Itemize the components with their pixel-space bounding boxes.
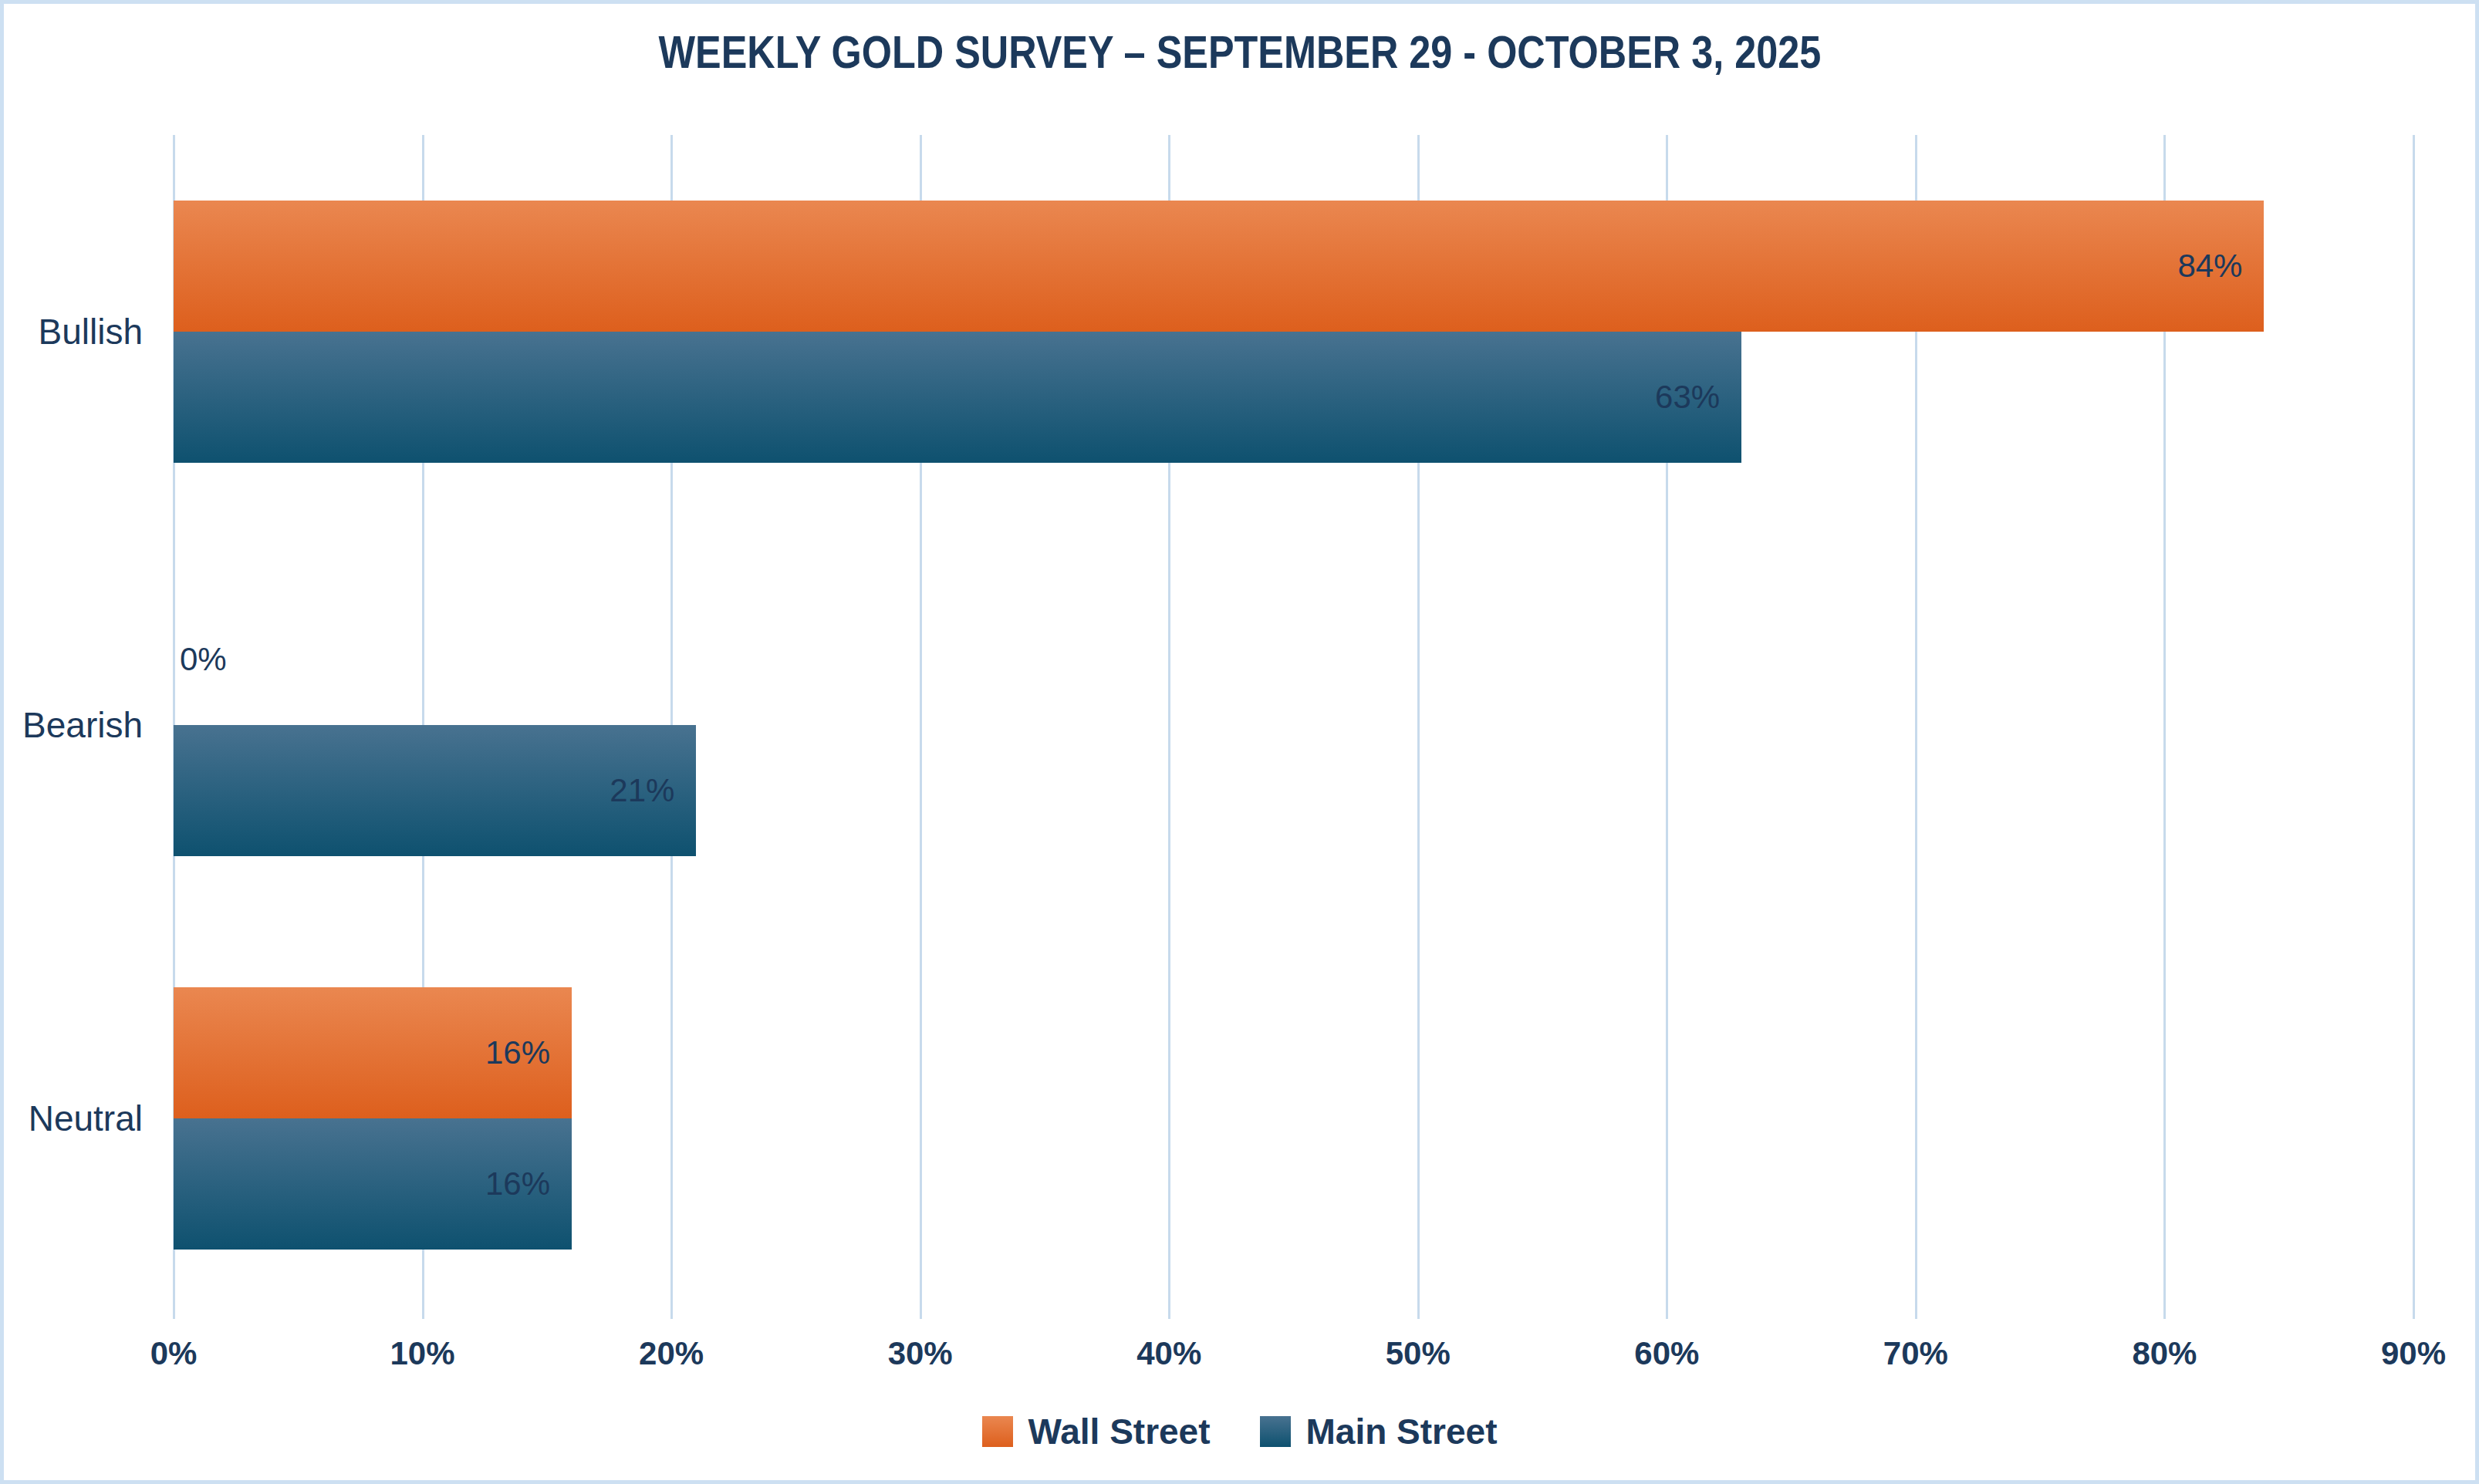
value-label-main-street-neutral: 16% [485,1165,550,1202]
chart-frame: WEEKLY GOLD SURVEY – SEPTEMBER 29 - OCTO… [0,0,2479,1484]
chart-title-text: WEEKLY GOLD SURVEY – SEPTEMBER 29 - OCTO… [658,25,1821,79]
value-label-wall-street-neutral: 16% [485,1034,550,1071]
x-tick-label-20-: 20% [639,1335,704,1372]
chart-title: WEEKLY GOLD SURVEY – SEPTEMBER 29 - OCTO… [4,25,2475,79]
legend-item-wall-street: Wall Street [982,1411,1211,1452]
x-tick-label-60-: 60% [1634,1335,1699,1372]
x-tick-label-80-: 80% [2132,1335,2197,1372]
value-label-main-street-bullish: 63% [1655,379,1720,416]
value-label-wall-street-bullish: 84% [2177,248,2242,285]
bar-wall-street-neutral: 16% [174,987,572,1118]
bar-group-bullish: 84% 63% [174,135,2413,528]
x-tick-label-0-: 0% [150,1335,198,1372]
x-tick-label-50-: 50% [1386,1335,1451,1372]
y-axis-category-labels: BullishBearishNeutral [4,135,150,1315]
legend-item-main-street: Main Street [1260,1411,1498,1452]
legend-swatch-main-street-icon [1260,1416,1291,1447]
x-tick-label-30-: 30% [888,1335,953,1372]
bar-main-street-bullish: 63% [174,332,1741,463]
legend-label-wall-street: Wall Street [1028,1411,1211,1452]
category-label-neutral: Neutral [4,922,150,1315]
plot-area: 84% 63% 0% 21% 16% 16% [174,135,2413,1319]
value-label-wall-street-bearish: 0% [180,594,227,725]
legend: Wall Street Main Street [4,1411,2475,1452]
x-axis-tick-labels: 0%10%20%30%40%50%60%70%80%90% [174,1329,2413,1383]
bar-wall-street-bullish: 84% [174,201,2264,332]
x-tick-label-90-: 90% [2381,1335,2446,1372]
value-label-main-street-bearish: 21% [610,772,674,809]
legend-swatch-wall-street-icon [982,1416,1013,1447]
category-label-bearish: Bearish [4,528,150,922]
x-tick-label-10-: 10% [390,1335,455,1372]
bar-main-street-bearish: 21% [174,725,696,856]
legend-label-main-street: Main Street [1306,1411,1498,1452]
bar-group-neutral: 16% 16% [174,922,2413,1315]
x-tick-label-70-: 70% [1883,1335,1948,1372]
category-label-bullish: Bullish [4,135,150,528]
x-tick-label-40-: 40% [1136,1335,1201,1372]
bar-group-bearish: 0% 21% [174,528,2413,922]
bar-main-street-neutral: 16% [174,1118,572,1250]
